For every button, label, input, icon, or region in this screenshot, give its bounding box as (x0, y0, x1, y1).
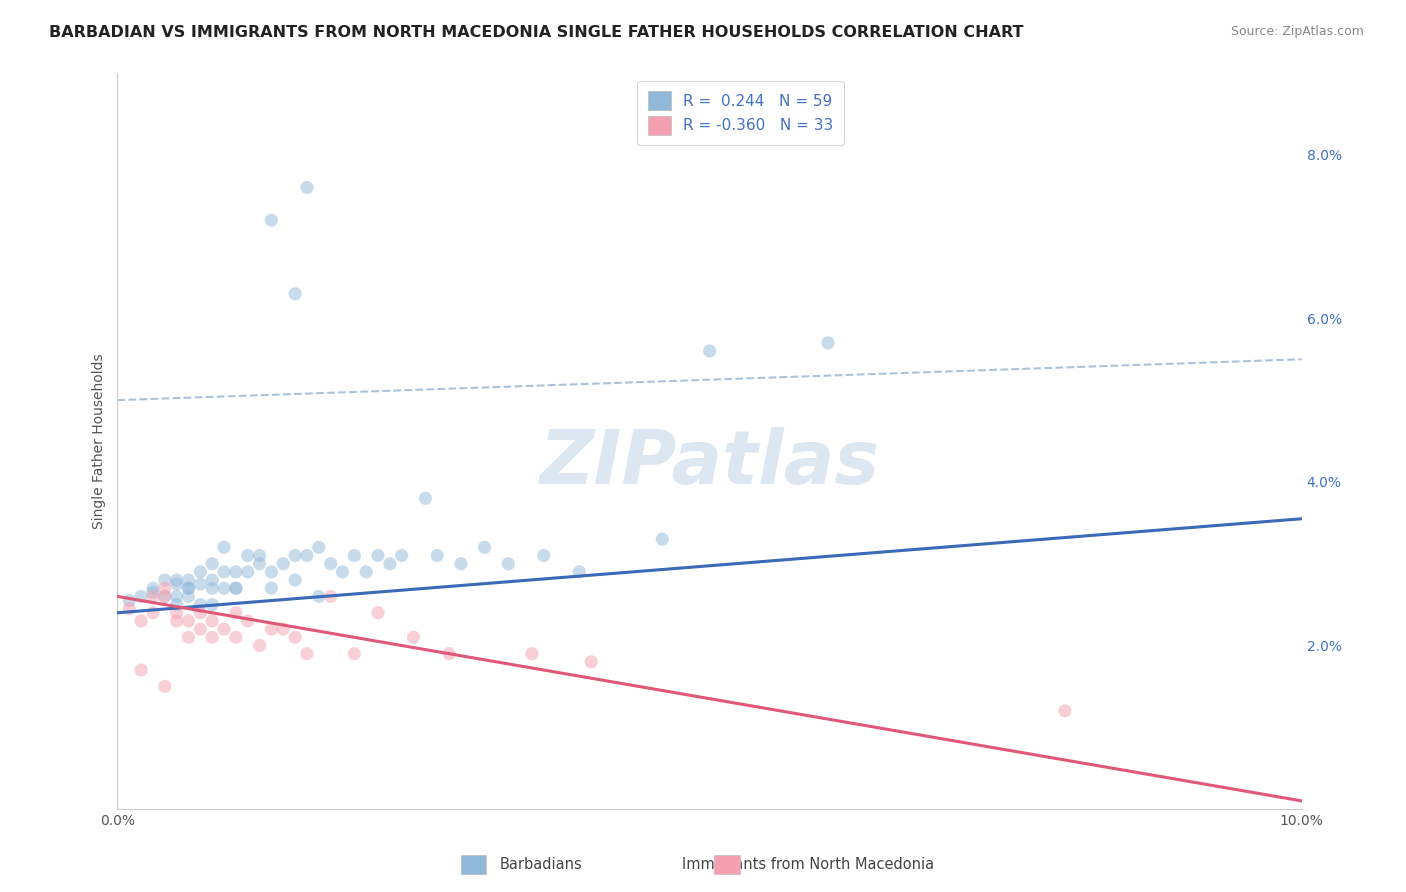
Point (142, 585, 165, 599)
Point (817, 335, 839, 350)
Point (225, 630, 247, 644)
Point (249, 557, 271, 571)
Point (260, 565, 283, 579)
Point (201, 557, 224, 571)
Point (201, 630, 224, 644)
Point (520, 647, 543, 661)
Point (415, 491, 437, 506)
Point (225, 581, 247, 595)
Point (308, 590, 330, 604)
Point (295, 180, 318, 194)
Point (142, 606, 165, 620)
Text: Source: ZipAtlas.com: Source: ZipAtlas.com (1230, 25, 1364, 38)
Point (153, 590, 176, 604)
Point (236, 614, 259, 628)
Point (271, 622, 294, 636)
Point (249, 639, 271, 653)
Point (212, 622, 235, 636)
Point (568, 565, 591, 579)
Point (201, 598, 224, 612)
Point (236, 549, 259, 563)
Text: Immigrants from North Macedonia: Immigrants from North Macedonia (682, 857, 935, 872)
Point (188, 565, 211, 579)
Point (153, 590, 176, 604)
Point (177, 581, 200, 595)
Point (260, 622, 283, 636)
Point (271, 557, 294, 571)
Point (225, 606, 247, 620)
Point (166, 590, 188, 604)
Point (367, 549, 389, 563)
Point (295, 549, 318, 563)
Point (402, 630, 425, 644)
Point (225, 565, 247, 579)
Point (129, 590, 152, 604)
Point (249, 549, 271, 563)
Point (378, 557, 401, 571)
Point (343, 647, 366, 661)
Point (426, 549, 449, 563)
Point (319, 557, 342, 571)
Point (308, 541, 330, 555)
Point (153, 573, 176, 587)
Point (579, 655, 602, 669)
Point (188, 598, 211, 612)
Text: Barbadians: Barbadians (501, 857, 582, 872)
Point (533, 549, 555, 563)
Point (129, 614, 152, 628)
Point (651, 532, 673, 546)
Point (201, 614, 224, 628)
Legend: R =  0.244   N = 59, R = -0.360   N = 33: R = 0.244 N = 59, R = -0.360 N = 33 (637, 80, 844, 145)
Point (1053, 704, 1076, 718)
Point (332, 565, 354, 579)
Point (118, 601, 141, 615)
Point (166, 573, 188, 587)
Point (177, 614, 200, 628)
Point (177, 581, 200, 595)
Point (177, 573, 200, 587)
Point (166, 606, 188, 620)
Point (354, 565, 377, 579)
Point (284, 549, 307, 563)
Point (177, 630, 200, 644)
Point (212, 581, 235, 595)
Y-axis label: Single Father Households: Single Father Households (93, 353, 107, 529)
Point (225, 581, 247, 595)
Point (295, 647, 318, 661)
Point (236, 565, 259, 579)
Point (391, 549, 413, 563)
Point (212, 541, 235, 555)
Point (188, 606, 211, 620)
Point (153, 680, 176, 694)
Point (177, 590, 200, 604)
Point (166, 614, 188, 628)
Point (260, 581, 283, 595)
Point (188, 622, 211, 636)
Point (450, 557, 472, 571)
Point (142, 590, 165, 604)
Point (699, 344, 721, 359)
Point (498, 557, 520, 571)
Text: BARBADIAN VS IMMIGRANTS FROM NORTH MACEDONIA SINGLE FATHER HOUSEHOLDS CORRELATIO: BARBADIAN VS IMMIGRANTS FROM NORTH MACED… (49, 25, 1024, 40)
Point (212, 565, 235, 579)
Point (118, 593, 141, 607)
Point (284, 630, 307, 644)
Point (166, 598, 188, 612)
Point (153, 581, 176, 595)
Point (188, 577, 211, 591)
Point (474, 541, 496, 555)
Text: ZIPatlas: ZIPatlas (540, 426, 880, 500)
Point (284, 286, 307, 301)
Point (166, 577, 188, 591)
Point (201, 581, 224, 595)
Point (319, 590, 342, 604)
Point (343, 549, 366, 563)
Point (201, 573, 224, 587)
Point (260, 213, 283, 227)
Point (129, 663, 152, 677)
Point (437, 647, 460, 661)
Point (367, 606, 389, 620)
Point (142, 581, 165, 595)
Point (284, 573, 307, 587)
